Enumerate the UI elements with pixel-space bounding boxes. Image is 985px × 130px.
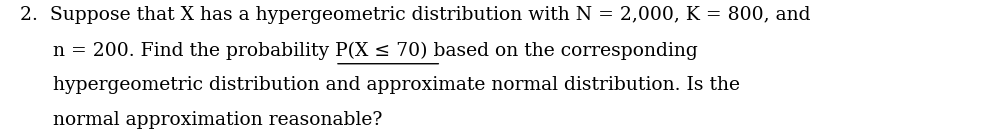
Text: n = 200. Find the probability P(X ≤ 70) based on the corresponding: n = 200. Find the probability P(X ≤ 70) … [53, 42, 697, 60]
Text: normal approximation reasonable?: normal approximation reasonable? [53, 111, 382, 129]
Text: 2.  Suppose that X has a hypergeometric distribution with N = 2,000, K = 800, an: 2. Suppose that X has a hypergeometric d… [20, 6, 811, 24]
Text: hypergeometric distribution and approximate normal distribution. Is the: hypergeometric distribution and approxim… [53, 76, 740, 94]
